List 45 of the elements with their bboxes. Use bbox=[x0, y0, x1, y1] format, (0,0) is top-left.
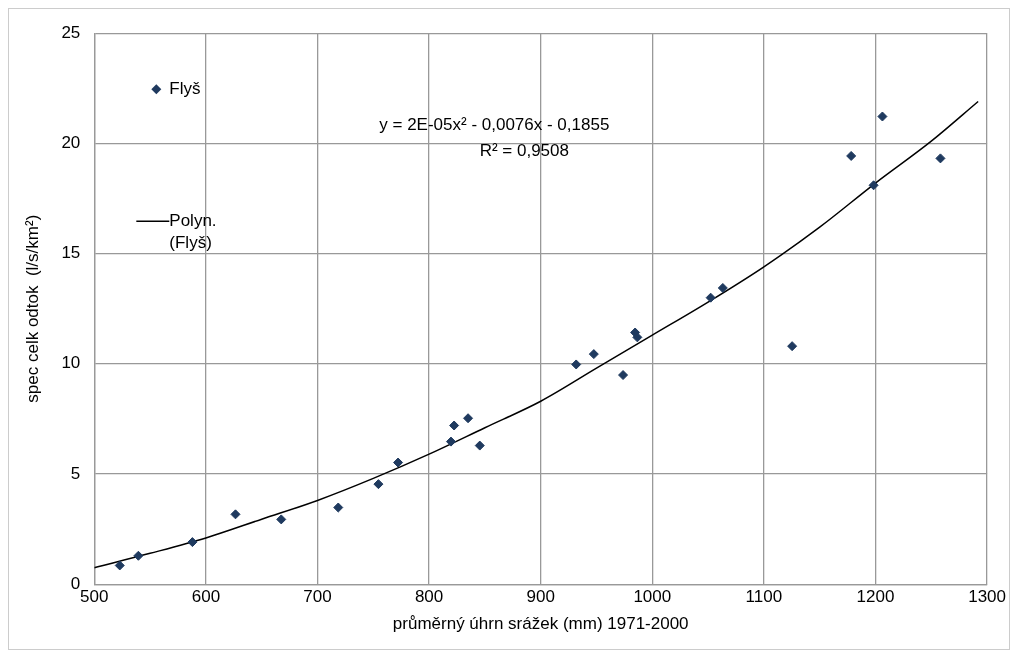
y-tick-label: 25 bbox=[61, 22, 81, 42]
point bbox=[877, 111, 888, 122]
point bbox=[705, 292, 716, 303]
point bbox=[463, 413, 474, 424]
point bbox=[474, 440, 485, 451]
point bbox=[717, 282, 728, 293]
x-tick-label: 700 bbox=[303, 587, 332, 607]
point bbox=[787, 341, 798, 352]
y-tick-label: 5 bbox=[70, 463, 81, 483]
y-tick-label: 10 bbox=[61, 353, 81, 373]
y-tick-label: 15 bbox=[61, 243, 81, 263]
y-tick-label: 20 bbox=[61, 133, 81, 153]
x-tick-label: 500 bbox=[80, 587, 109, 607]
x-tick-label: 800 bbox=[414, 587, 444, 607]
y-tick-label: 0 bbox=[70, 573, 81, 593]
x-tick-label: 1200 bbox=[856, 587, 895, 607]
point bbox=[373, 479, 384, 490]
x-tick-label: 1300 bbox=[968, 587, 1006, 607]
point bbox=[276, 514, 287, 525]
point bbox=[571, 359, 582, 370]
point bbox=[868, 180, 879, 191]
point bbox=[588, 349, 599, 360]
x-tick-label: 1000 bbox=[633, 587, 672, 607]
x-tick-label: 1100 bbox=[745, 587, 783, 607]
point bbox=[393, 457, 404, 468]
point bbox=[449, 420, 460, 431]
point bbox=[618, 370, 629, 381]
line-series bbox=[94, 100, 979, 569]
point bbox=[846, 150, 857, 161]
y-axis-title: spec celk odtok (l/s/km²) bbox=[22, 214, 42, 403]
x-tick-label: 600 bbox=[191, 587, 221, 607]
annotation: R² = 0,9508 bbox=[479, 140, 569, 160]
point bbox=[230, 509, 241, 520]
legend-label: Polyn. (Flyš) bbox=[169, 210, 217, 252]
point bbox=[114, 560, 125, 571]
legend-label: Flyš bbox=[169, 78, 201, 98]
point bbox=[445, 436, 456, 447]
point bbox=[333, 502, 344, 513]
point bbox=[133, 550, 144, 561]
point bbox=[187, 537, 198, 548]
point bbox=[935, 153, 946, 164]
annotation: y = 2E-05x² - 0,0076x - 0,1855 bbox=[379, 114, 610, 134]
point bbox=[632, 332, 643, 343]
x-axis-title: průměrný úhrn srážek (mm) 1971-2000 bbox=[392, 614, 689, 634]
x-tick-label: 900 bbox=[526, 587, 555, 607]
